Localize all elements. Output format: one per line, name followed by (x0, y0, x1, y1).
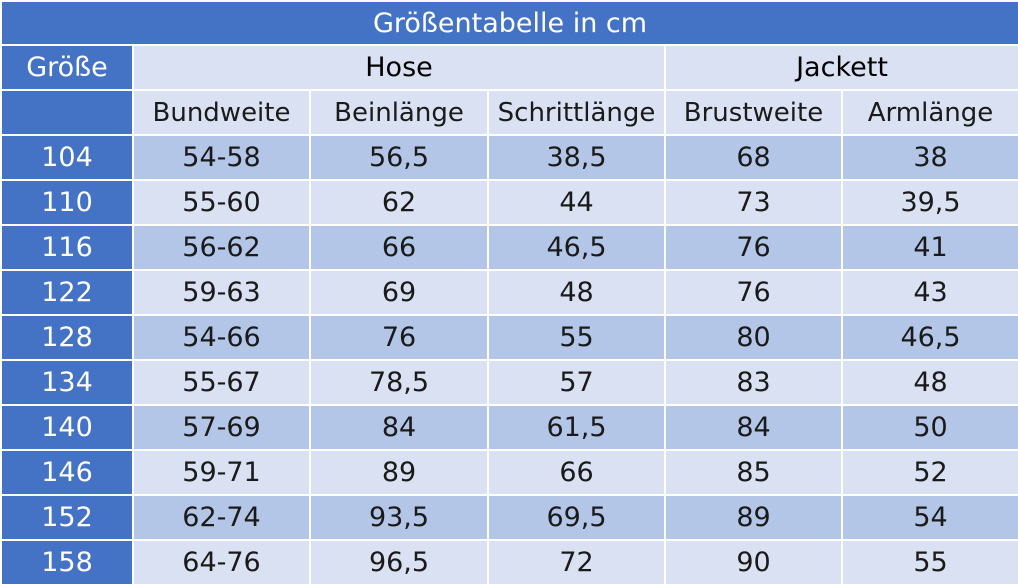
size-cell: 122 (0, 269, 134, 316)
jacket-group-header: Jackett (663, 44, 1018, 91)
measurement-cell: 57 (487, 359, 666, 406)
measurement-cell: 93,5 (309, 494, 489, 541)
measurement-cell: 89 (309, 449, 489, 496)
size-cell: 158 (0, 539, 134, 586)
size-cell: 146 (0, 449, 134, 496)
size-cell: 134 (0, 359, 134, 406)
measurement-cell: 59-71 (132, 449, 311, 496)
column-header-schrittlaenge: Schrittlänge (487, 89, 666, 136)
title-row: Größentabelle in cm (0, 0, 1018, 46)
measurement-cell: 55 (840, 539, 1018, 586)
measurement-cell: 48 (840, 359, 1018, 406)
size-cell: 104 (0, 134, 134, 181)
size-header-spacer (0, 89, 134, 136)
measurement-cell: 96,5 (309, 539, 489, 586)
measurement-cell: 66 (309, 224, 489, 271)
measurement-cell: 76 (664, 269, 843, 316)
table-row: 158 64-76 96,5 72 90 55 (0, 539, 1018, 586)
measurement-cell: 72 (487, 539, 666, 586)
measurement-cell: 62-74 (132, 494, 311, 541)
measurement-cell: 62 (309, 179, 489, 226)
measurement-cell: 54-66 (132, 314, 311, 361)
measurement-cell: 55 (487, 314, 666, 361)
measurement-cell: 46,5 (840, 314, 1018, 361)
table-row: 116 56-62 66 46,5 76 41 (0, 224, 1018, 271)
measurement-cell: 84 (664, 404, 843, 451)
measurement-cell: 68 (664, 134, 843, 181)
column-header-armlaenge: Armlänge (840, 89, 1018, 136)
size-cell: 128 (0, 314, 134, 361)
measurement-cell: 44 (487, 179, 666, 226)
measurement-cell: 61,5 (487, 404, 666, 451)
measurement-cell: 43 (840, 269, 1018, 316)
trousers-group-header: Hose (132, 44, 666, 91)
table-row: 146 59-71 89 66 85 52 (0, 449, 1018, 496)
measurement-cell: 56,5 (309, 134, 489, 181)
measurement-cell: 50 (840, 404, 1018, 451)
measurement-cell: 56-62 (132, 224, 311, 271)
measurement-cell: 57-69 (132, 404, 311, 451)
measurement-cell: 76 (309, 314, 489, 361)
measurement-cell: 69,5 (487, 494, 666, 541)
measurement-cell: 59-63 (132, 269, 311, 316)
table-row: 104 54-58 56,5 38,5 68 38 (0, 134, 1018, 181)
table-title: Größentabelle in cm (0, 0, 1018, 46)
measurement-cell: 64-76 (132, 539, 311, 586)
table-row: 122 59-63 69 48 76 43 (0, 269, 1018, 316)
measurement-cell: 83 (664, 359, 843, 406)
measurement-cell: 52 (840, 449, 1018, 496)
column-header-bundweite: Bundweite (132, 89, 311, 136)
size-cell: 152 (0, 494, 134, 541)
measurement-cell: 66 (487, 449, 666, 496)
measurement-cell: 39,5 (840, 179, 1018, 226)
measurement-cell: 78,5 (309, 359, 489, 406)
measurement-cell: 55-67 (132, 359, 311, 406)
measurement-cell: 89 (664, 494, 843, 541)
table-row: 134 55-67 78,5 57 83 48 (0, 359, 1018, 406)
table-row: 152 62-74 93,5 69,5 89 54 (0, 494, 1018, 541)
measurement-cell: 76 (664, 224, 843, 271)
measurement-cell: 46,5 (487, 224, 666, 271)
column-header-beinlaenge: Beinlänge (309, 89, 489, 136)
size-cell: 140 (0, 404, 134, 451)
size-cell: 110 (0, 179, 134, 226)
measurement-cell: 90 (664, 539, 843, 586)
measurement-cell: 48 (487, 269, 666, 316)
measurement-cell: 38 (840, 134, 1018, 181)
size-column-header: Größe (0, 44, 134, 91)
measurement-cell: 54-58 (132, 134, 311, 181)
size-cell: 116 (0, 224, 134, 271)
column-header-brustweite: Brustweite (664, 89, 843, 136)
measurement-cell: 41 (840, 224, 1018, 271)
measurement-cell: 55-60 (132, 179, 311, 226)
measurement-cell: 85 (664, 449, 843, 496)
measurement-cell: 38,5 (487, 134, 666, 181)
table-row: 110 55-60 62 44 73 39,5 (0, 179, 1018, 226)
measurement-cell: 69 (309, 269, 489, 316)
measurement-cell: 54 (840, 494, 1018, 541)
column-header-row: Bundweite Beinlänge Schrittlänge Brustwe… (0, 89, 1018, 136)
table-row: 140 57-69 84 61,5 84 50 (0, 404, 1018, 451)
table-row: 128 54-66 76 55 80 46,5 (0, 314, 1018, 361)
measurement-cell: 80 (664, 314, 843, 361)
measurement-cell: 84 (309, 404, 489, 451)
measurement-cell: 73 (664, 179, 843, 226)
group-header-row: Größe Hose Jackett (0, 44, 1018, 91)
